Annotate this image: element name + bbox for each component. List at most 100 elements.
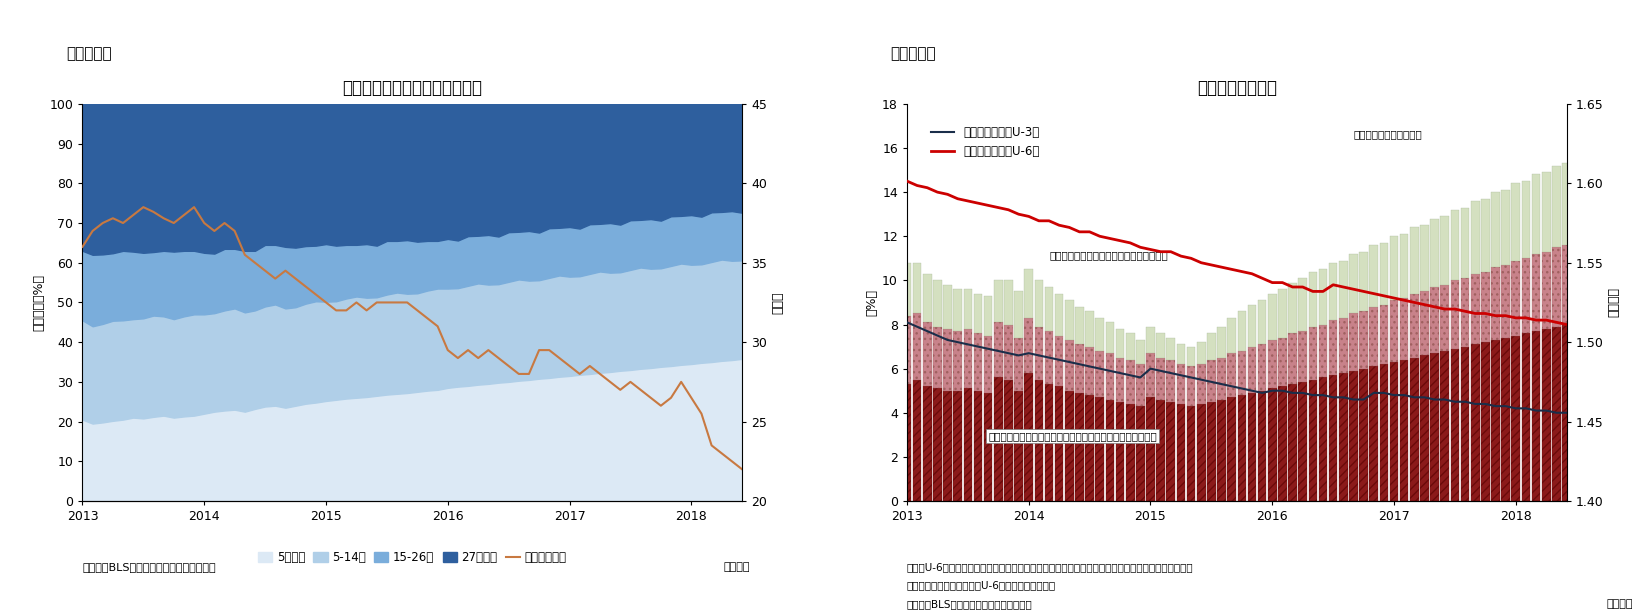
Bar	[1348, 371, 1356, 501]
Bar	[1055, 386, 1063, 501]
Bar	[1155, 357, 1163, 400]
Text: （図表７）: （図表７）	[66, 46, 112, 61]
Bar	[1094, 351, 1104, 397]
Bar	[1348, 313, 1356, 371]
Bar	[953, 390, 961, 501]
Bar	[1045, 331, 1053, 384]
Bar	[1004, 280, 1012, 324]
Bar	[1511, 260, 1519, 335]
Bar	[1287, 282, 1295, 334]
Bar	[1236, 311, 1246, 351]
Bar	[1419, 291, 1427, 356]
Bar	[1409, 227, 1417, 294]
Bar	[1309, 327, 1317, 379]
Bar	[1521, 181, 1529, 258]
Bar	[1206, 334, 1215, 360]
Bar	[1248, 305, 1256, 346]
Bar	[1551, 247, 1559, 327]
Bar	[984, 335, 992, 393]
Legend: 通常の失業率（U-3）, 広義の失業率（U-6）: 通常の失業率（U-3）, 広義の失業率（U-6）	[926, 122, 1045, 163]
Bar	[1328, 320, 1337, 375]
Y-axis label: （億人）: （億人）	[1607, 287, 1620, 318]
Bar	[1126, 360, 1134, 404]
Bar	[1014, 338, 1022, 390]
Bar	[1480, 199, 1488, 271]
Bar	[1309, 271, 1317, 327]
Bar	[1379, 364, 1388, 501]
Y-axis label: （週）: （週）	[771, 291, 784, 313]
Bar	[1196, 364, 1205, 404]
Bar	[943, 285, 951, 329]
Bar	[1055, 335, 1063, 386]
Bar	[1206, 360, 1215, 402]
Text: 周辺労働力は失業率（U-6）より逆算して推計: 周辺労働力は失業率（U-6）より逆算して推計	[906, 580, 1055, 590]
Bar	[933, 389, 941, 501]
Bar	[972, 390, 982, 501]
Bar	[1267, 340, 1276, 389]
Bar	[1074, 345, 1083, 393]
Bar	[1196, 342, 1205, 364]
Bar	[1248, 393, 1256, 501]
Bar	[1460, 278, 1468, 346]
Bar	[1145, 397, 1154, 501]
Bar	[1074, 393, 1083, 501]
Bar	[1155, 334, 1163, 357]
Bar	[1287, 384, 1295, 501]
Bar	[1165, 360, 1175, 402]
Bar	[1135, 340, 1144, 364]
Bar	[994, 378, 1002, 501]
Bar	[1318, 269, 1327, 324]
Bar	[1318, 378, 1327, 501]
Bar	[1216, 327, 1224, 357]
Bar	[1379, 305, 1388, 364]
Bar	[1511, 335, 1519, 501]
Bar	[1277, 386, 1285, 501]
Title: 失業期間の分布と平均失業期間: 失業期間の分布と平均失業期間	[343, 79, 481, 97]
Bar	[1541, 252, 1549, 329]
Bar	[1216, 400, 1224, 501]
Bar	[1429, 353, 1439, 501]
Bar	[1368, 367, 1378, 501]
Bar	[1440, 285, 1449, 351]
Bar	[1389, 236, 1398, 300]
Bar	[1309, 379, 1317, 501]
Bar	[1267, 294, 1276, 340]
Bar	[1023, 269, 1032, 318]
Bar	[1055, 294, 1063, 335]
Bar	[984, 393, 992, 501]
Bar	[1551, 166, 1559, 247]
Bar	[1490, 192, 1500, 267]
Bar	[1541, 172, 1549, 252]
Bar	[1440, 351, 1449, 501]
Bar	[1429, 287, 1439, 353]
Bar	[1023, 373, 1032, 501]
Bar	[1104, 353, 1114, 400]
Bar	[1045, 384, 1053, 501]
Bar	[1277, 289, 1285, 338]
Bar	[1470, 201, 1478, 274]
Bar	[923, 323, 931, 386]
Bar	[913, 379, 921, 501]
Bar	[1126, 334, 1134, 360]
Bar	[1338, 260, 1346, 318]
Bar	[943, 390, 951, 501]
Bar	[1399, 234, 1407, 298]
Bar	[1419, 225, 1427, 291]
Bar	[1277, 338, 1285, 386]
Bar	[1551, 327, 1559, 501]
Bar	[984, 296, 992, 335]
Bar	[1116, 357, 1124, 402]
Text: 経済的理由によるパートタイマー（右軸）: 経済的理由によるパートタイマー（右軸）	[1048, 251, 1167, 260]
Text: （図表８）: （図表８）	[890, 46, 936, 61]
Bar	[1500, 190, 1510, 265]
Bar	[1450, 349, 1458, 501]
Bar	[1116, 329, 1124, 357]
Bar	[913, 263, 921, 313]
Y-axis label: （シェア、%）: （シェア、%）	[33, 274, 46, 331]
Bar	[1065, 300, 1073, 340]
Bar	[1450, 280, 1458, 349]
Bar	[1531, 254, 1539, 331]
Bar	[1165, 402, 1175, 501]
Bar	[1368, 245, 1378, 307]
Bar	[1297, 382, 1307, 501]
